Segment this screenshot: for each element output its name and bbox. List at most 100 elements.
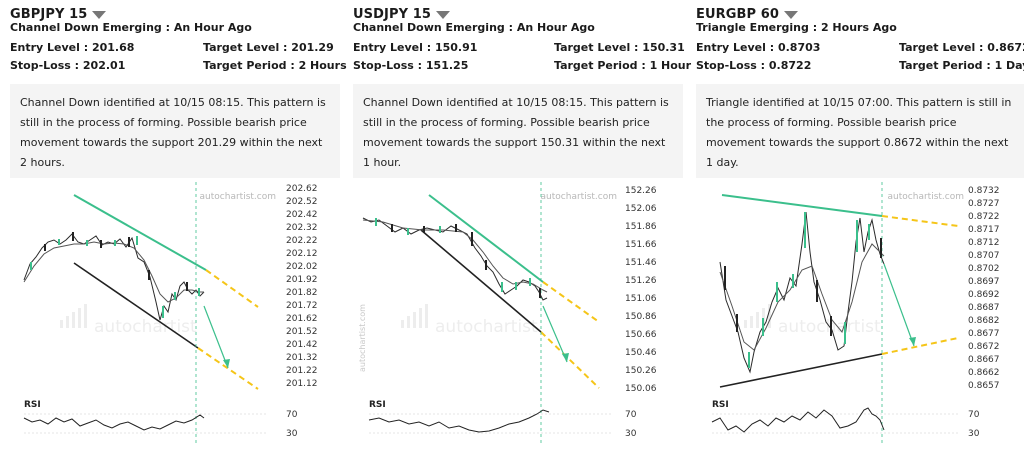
stop-loss: Stop-Loss : 0.8722 [696, 59, 812, 72]
arrow-head-icon [562, 353, 569, 362]
svg-text:150.26: 150.26 [625, 366, 657, 376]
pattern-card-gbpjpy[interactable]: GBPJPY 15 Channel Down Emerging : An Hou… [10, 0, 347, 449]
svg-text:0.8697: 0.8697 [968, 277, 1000, 287]
moving-average-line [719, 243, 885, 351]
support-line [420, 229, 542, 333]
rsi-tick-70: 70 [625, 410, 637, 420]
svg-text:0.8682: 0.8682 [968, 316, 1000, 326]
price-chart[interactable]: autochartist autochartist.com autocharti… [353, 182, 683, 446]
watermark-text: autochartist.com [888, 192, 964, 202]
svg-text:0.8687: 0.8687 [968, 303, 1000, 313]
target-period: Target Period : 1 Day [899, 59, 1024, 72]
pattern-description: Channel Down identified at 10/15 08:15. … [353, 84, 683, 178]
svg-text:0.8692: 0.8692 [968, 290, 1000, 300]
arrow-head-icon [909, 337, 916, 346]
caret-down-icon[interactable] [784, 10, 799, 19]
svg-text:152.06: 152.06 [625, 204, 657, 214]
svg-text:0.8732: 0.8732 [968, 186, 1000, 196]
card-header: USDJPY 15 [353, 5, 451, 23]
pattern-card-eurgbp[interactable]: EURGBP 60 Triangle Emerging : 2 Hours Ag… [696, 0, 1024, 449]
card-header: GBPJPY 15 [10, 5, 107, 23]
rsi-line [368, 409, 550, 433]
watermark-text: autochartist.com [200, 192, 276, 202]
rsi-label: RSI [24, 400, 41, 410]
card-header: EURGBP 60 [696, 5, 799, 23]
svg-text:202.12: 202.12 [286, 249, 318, 259]
svg-text:autochartist: autochartist [94, 317, 197, 337]
svg-text:0.8662: 0.8662 [968, 368, 1000, 378]
forecast-arrow [203, 305, 229, 369]
logo-watermark: autochartist [744, 304, 881, 337]
projected-resistance [542, 281, 600, 323]
rsi-line [23, 414, 205, 431]
symbol-title: GBPJPY 15 [10, 6, 88, 22]
projected-support [881, 337, 959, 355]
entry-level: Entry Level : 0.8703 [696, 41, 821, 54]
logo-watermark: autochartist [60, 304, 197, 337]
forecast-arrow [883, 263, 915, 347]
resistance-line [428, 194, 544, 283]
svg-text:201.62: 201.62 [286, 314, 318, 324]
projected-support [540, 331, 600, 389]
svg-text:151.46: 151.46 [625, 258, 657, 268]
candles [30, 232, 200, 318]
price-axis: 152.26 152.06 151.86 151.66 151.46 151.26 1… [625, 186, 657, 394]
svg-text:151.06: 151.06 [625, 294, 657, 304]
support-line [73, 262, 199, 349]
svg-text:0.8727: 0.8727 [968, 199, 1000, 209]
price-chart[interactable]: autochartist autochartist.com 0.8732 0.87… [696, 182, 1024, 446]
resistance-line [721, 194, 883, 217]
svg-text:202.52: 202.52 [286, 197, 318, 207]
price-axis: 202.62 202.52 202.42 202.32 202.22 202.12 2… [286, 184, 318, 389]
svg-text:202.62: 202.62 [286, 184, 318, 194]
svg-text:201.32: 201.32 [286, 353, 318, 363]
svg-text:201.22: 201.22 [286, 366, 318, 376]
svg-text:0.8657: 0.8657 [968, 381, 1000, 391]
svg-text:201.52: 201.52 [286, 327, 318, 337]
svg-text:0.8712: 0.8712 [968, 238, 1000, 248]
svg-text:0.8702: 0.8702 [968, 264, 1000, 274]
svg-text:0.8707: 0.8707 [968, 251, 1000, 261]
rsi-tick-30: 30 [286, 429, 298, 439]
pattern-status: Triangle Emerging : 2 Hours Ago [696, 21, 897, 34]
logo-watermark: autochartist [401, 304, 538, 337]
svg-text:150.66: 150.66 [625, 330, 657, 340]
watermark-text: autochartist.com [541, 192, 617, 202]
pattern-description: Channel Down identified at 10/15 08:15. … [10, 84, 340, 178]
svg-text:151.86: 151.86 [625, 222, 657, 232]
pattern-status: Channel Down Emerging : An Hour Ago [10, 21, 252, 34]
projected-resistance [881, 215, 959, 227]
candles [375, 218, 541, 298]
price-axis: 0.8732 0.8727 0.8722 0.8717 0.8712 0.8707 0… [968, 186, 1000, 391]
target-period: Target Period : 1 Hour [554, 59, 692, 72]
svg-text:0.8672: 0.8672 [968, 342, 1000, 352]
caret-down-icon[interactable] [436, 10, 451, 19]
rsi-tick-30: 30 [968, 429, 980, 439]
support-line [719, 353, 883, 388]
svg-text:201.12: 201.12 [286, 379, 318, 389]
price-chart[interactable]: autochartist autochartist.com 202.62202.… [10, 182, 340, 446]
svg-text:201.82: 201.82 [286, 288, 318, 298]
svg-text:151.66: 151.66 [625, 240, 657, 250]
svg-text:202.32: 202.32 [286, 223, 318, 233]
svg-text:150.06: 150.06 [625, 384, 657, 394]
price-line [719, 211, 885, 374]
svg-text:202.42: 202.42 [286, 210, 318, 220]
pattern-description: Triangle identified at 10/15 07:00. This… [696, 84, 1024, 178]
entry-level: Entry Level : 150.91 [353, 41, 478, 54]
pattern-status: Channel Down Emerging : An Hour Ago [353, 21, 595, 34]
target-level: Target Level : 150.31 [554, 41, 685, 54]
svg-text:151.26: 151.26 [625, 276, 657, 286]
stop-loss: Stop-Loss : 151.25 [353, 59, 469, 72]
svg-text:202.02: 202.02 [286, 262, 318, 272]
symbol-title: USDJPY 15 [353, 6, 432, 22]
svg-text:202.22: 202.22 [286, 236, 318, 246]
svg-text:150.46: 150.46 [625, 348, 657, 358]
pattern-card-usdjpy[interactable]: USDJPY 15 Channel Down Emerging : An Hou… [353, 0, 691, 449]
target-period: Target Period : 2 Hours [203, 59, 347, 72]
caret-down-icon[interactable] [92, 10, 107, 19]
rsi-label: RSI [712, 400, 729, 410]
price-line [23, 233, 205, 321]
moving-average-line [23, 241, 204, 303]
forecast-arrow [542, 305, 568, 363]
